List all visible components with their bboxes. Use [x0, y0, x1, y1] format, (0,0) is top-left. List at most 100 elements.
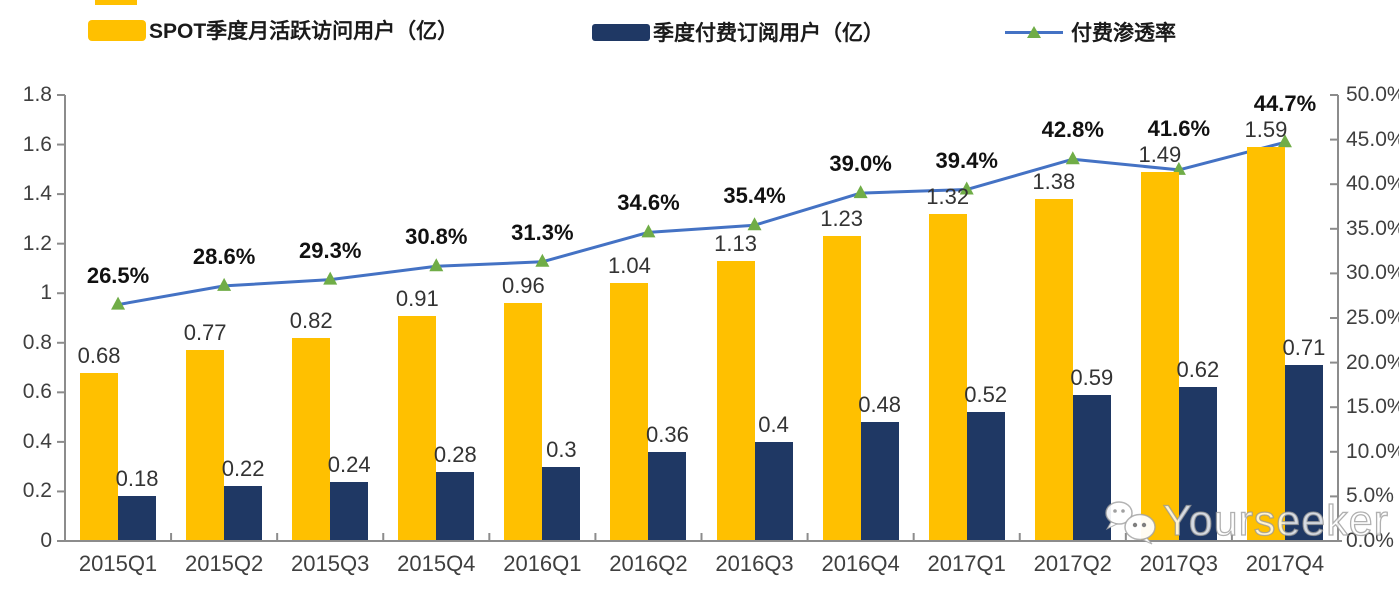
right-axis-tick-label: 15.0%: [1346, 395, 1399, 419]
penetration-value-label: 41.6%: [1147, 115, 1211, 141]
mau-bar: [928, 213, 967, 540]
mau-bar: [716, 261, 755, 540]
right-axis-tick-label: 0.0%: [1346, 529, 1394, 552]
subs-bar: [436, 471, 475, 540]
triangle-marker: [217, 277, 232, 291]
subs-bar: [330, 481, 369, 540]
mau-value-label: 1.32: [926, 183, 970, 209]
legend-item-subs: 季度付费订阅用户（亿）: [592, 18, 884, 46]
mau-value-label: 1.59: [1244, 117, 1288, 143]
penetration-value-label: 44.7%: [1253, 91, 1317, 117]
right-axis-tick-label: 30.0%: [1346, 261, 1399, 285]
triangle-marker: [535, 253, 550, 267]
mau-swatch: [88, 19, 146, 41]
subs-bar: [1284, 365, 1323, 540]
mau-bar: [1140, 171, 1179, 540]
x-axis-label: 2015Q4: [397, 551, 476, 576]
mau-bar: [610, 283, 649, 540]
triangle-marker: [429, 258, 444, 272]
watermark: Yourseeker: [1103, 496, 1389, 546]
subs-value-label: 0.52: [964, 382, 1008, 408]
left-axis-tick-label: 0.6: [22, 380, 52, 404]
right-axis-tick-label: 5.0%: [1346, 484, 1394, 508]
triangle-marker: [853, 185, 868, 199]
subs-value-label: 0.48: [858, 392, 902, 418]
triangle-marker: [747, 217, 762, 231]
right-axis-tick-label: 25.0%: [1346, 306, 1399, 329]
x-axis-label: 2016Q2: [609, 551, 688, 576]
subs-value-label: 0.62: [1176, 357, 1220, 383]
subs-value-label: 0.59: [1070, 364, 1114, 390]
triangle-marker: [959, 181, 974, 195]
penetration-value-label: 31.3%: [511, 219, 574, 245]
triangle-marker: [323, 271, 338, 285]
subs-bar: [542, 466, 581, 540]
mau-value-label: 1.38: [1032, 169, 1076, 195]
right-axis-tick-label: 40.0%: [1346, 172, 1399, 196]
penetration-value-label: 26.5%: [86, 262, 150, 288]
left-axis-tick-label: 1.2: [22, 231, 52, 255]
mau-bar: [186, 350, 225, 540]
mau-value-label: 0.82: [289, 307, 333, 333]
subs-bar: [224, 486, 263, 540]
subs-value-label: 0.28: [433, 441, 477, 467]
subs-swatch: [592, 23, 650, 41]
mau-value-label: 1.49: [1138, 141, 1182, 167]
subs-bar: [966, 412, 1005, 540]
x-axis-label: 2016Q3: [715, 551, 794, 576]
subs-value-label: 0.22: [221, 456, 265, 482]
x-axis-label: 2016Q4: [821, 551, 900, 576]
triangle-marker: [111, 296, 126, 310]
penetration-value-label: 42.8%: [1041, 117, 1104, 143]
left-axis-tick-label: 0.4: [22, 429, 52, 453]
left-axis-tick-label: 0.2: [22, 479, 52, 503]
subs-bar: [118, 496, 157, 540]
triangle-marker: [1065, 151, 1080, 165]
mau-value-label: 1.13: [714, 231, 757, 256]
penetration-value-label: 39.0%: [829, 151, 892, 177]
triangle-marker: [1277, 134, 1292, 148]
x-axis-label: 2017Q2: [1033, 551, 1112, 576]
x-axis-label: 2015Q2: [184, 551, 264, 576]
mau-bar: [1246, 147, 1285, 540]
right-axis-tick-label: 45.0%: [1346, 127, 1399, 151]
left-axis-tick-label: 0.8: [22, 330, 52, 354]
cropped-artifact: [95, 0, 137, 5]
subs-value-label: 0.71: [1282, 335, 1326, 361]
x-axis-label: 2017Q3: [1139, 551, 1219, 576]
triangle-marker-icon: [1027, 26, 1041, 38]
x-axis-label: 2017Q4: [1245, 551, 1325, 576]
subs-value-label: 0.4: [758, 411, 789, 437]
right-axis-tick-label: 10.0%: [1346, 439, 1399, 463]
triangle-marker: [1171, 161, 1186, 175]
x-axis-label: 2016Q1: [503, 551, 582, 576]
mau-bar: [292, 337, 331, 540]
penetration-value-label: 28.6%: [192, 243, 256, 269]
triangle-marker: [641, 224, 656, 238]
subs-bar: [754, 441, 793, 540]
mau-value-label: 0.96: [501, 273, 545, 299]
subs-bar: [1178, 387, 1217, 540]
penetration-line-swatch: [1005, 25, 1063, 39]
mau-bar: [822, 236, 861, 540]
wechat-icon: [1105, 501, 1156, 545]
right-axis-tick-label: 35.0%: [1346, 216, 1399, 240]
left-axis-tick-label: 1: [40, 281, 52, 305]
x-axis-label: 2015Q3: [291, 551, 370, 576]
mau-value-label: 1.23: [820, 206, 864, 232]
legend-label-mau: SPOT季度月活跃访问用户（亿）: [149, 20, 459, 43]
legend-item-penetration: 付费渗透率: [1005, 18, 1176, 46]
penetration-value-label: 30.8%: [405, 224, 468, 250]
mau-value-label: 0.68: [77, 342, 121, 368]
penetration-value-label: 35.4%: [723, 183, 786, 209]
mau-bar: [504, 303, 543, 540]
penetration-value-label: 29.3%: [299, 237, 362, 263]
right-axis-tick-label: 50.0%: [1346, 83, 1399, 106]
subs-value-label: 0.3: [546, 436, 577, 462]
mau-value-label: 1.04: [608, 253, 651, 279]
left-axis-tick-label: 1.4: [22, 182, 52, 206]
subs-bar: [648, 451, 687, 540]
left-axis-tick-label: 0: [40, 529, 52, 552]
legend-label-penetration: 付费渗透率: [1071, 22, 1176, 45]
